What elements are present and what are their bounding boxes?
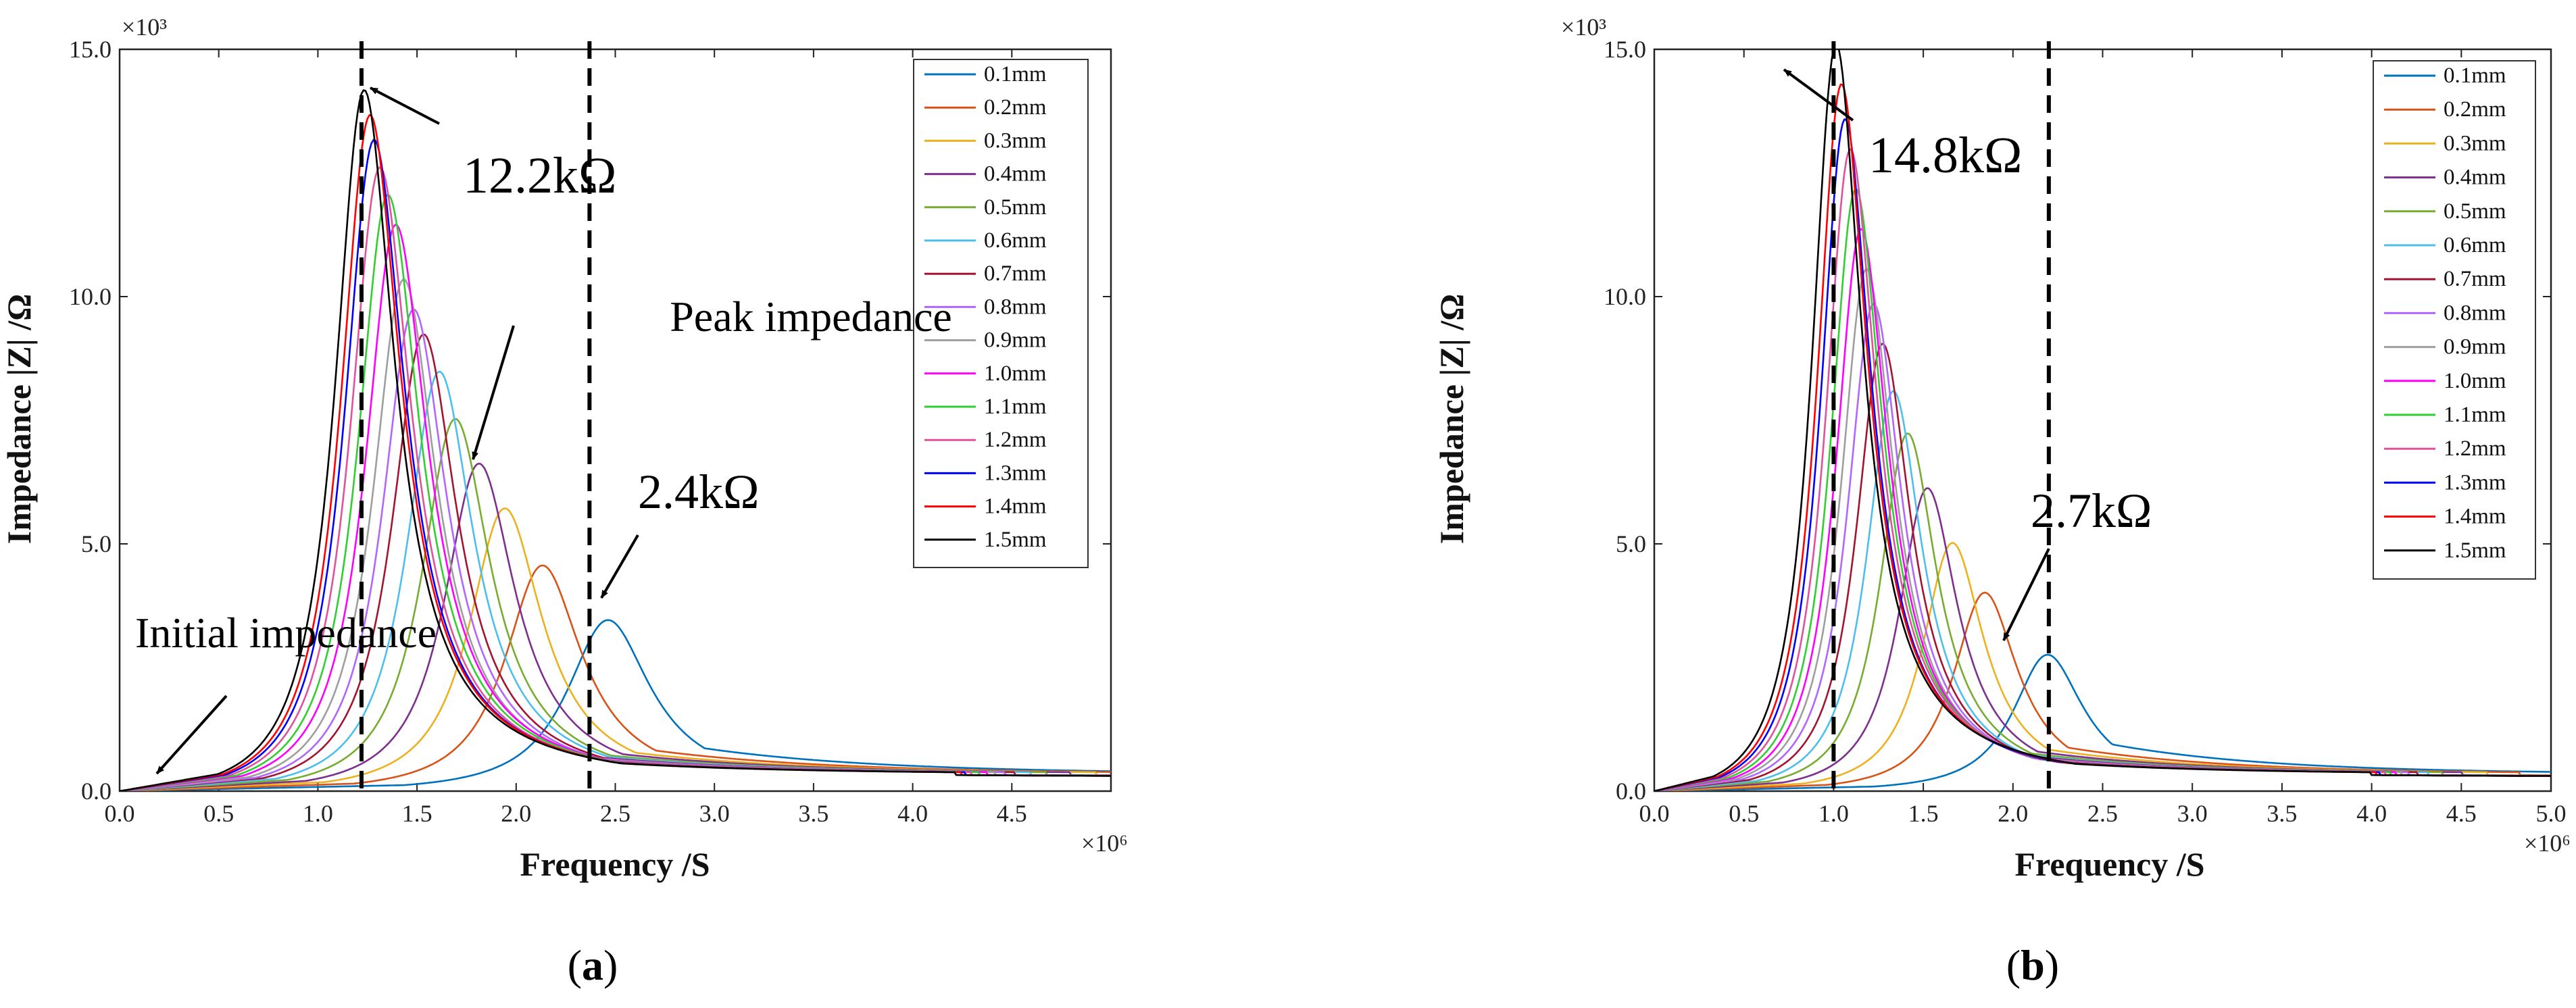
legend-label: 1.0mm — [2444, 369, 2506, 393]
x-tick-label: 4.5 — [997, 800, 1027, 827]
annotation-text: Peak impedance — [670, 293, 952, 341]
y-multiplier: ×10³ — [1561, 14, 1606, 41]
y-axis-label: Impedance |Z| /Ω — [0, 294, 38, 544]
x-axis-label: Frequency /S — [520, 845, 710, 883]
legend-label: 1.2mm — [2444, 436, 2506, 461]
legend-label: 1.5mm — [984, 528, 1047, 552]
y-multiplier: ×10³ — [122, 14, 167, 41]
legend-label: 0.9mm — [2444, 335, 2506, 359]
y-tick-label: 15.0 — [1604, 36, 1646, 63]
x-tick-label: 4.0 — [2356, 800, 2387, 827]
legend-label: 0.3mm — [984, 128, 1047, 153]
x-tick-label: 2.0 — [501, 800, 531, 827]
annotation-arrow — [155, 695, 228, 775]
series-group — [1654, 49, 2551, 791]
annotation-text: 2.4kΩ — [638, 465, 760, 519]
x-axis-label: Frequency /S — [2014, 845, 2204, 883]
panel-label: (a) — [568, 941, 618, 989]
annotation-arrow — [600, 534, 639, 599]
legend: 0.1mm 0.2mm 0.3mm 0.4mm 0.5mm 0.6mm 0.7mm 0.8mm… — [2373, 60, 2536, 580]
x-tick-label: 4.5 — [2446, 800, 2477, 827]
legend-label: 1.0mm — [984, 361, 1047, 386]
y-tick-label: 15.0 — [69, 36, 112, 63]
x-tick-label: 2.5 — [600, 800, 630, 827]
x-tick-label: 3.0 — [2177, 800, 2208, 827]
y-tick-label: 10.0 — [69, 283, 112, 310]
x-tick-label: 0.0 — [105, 800, 135, 827]
chart-panel-0: 0.0 0.5 1.0 1.5 2.0 2.5 3.0 3.5 4.0 4.5 0.0 5.0 10.0… — [0, 14, 1128, 989]
legend-label: 1.2mm — [984, 428, 1047, 452]
legend-label: 0.7mm — [2444, 267, 2506, 291]
annotation-arrow — [2002, 548, 2050, 641]
legend-label: 0.2mm — [2444, 97, 2506, 122]
annotation-text: Initial impedance — [135, 609, 437, 657]
x-tick-label: 0.5 — [203, 800, 234, 827]
legend-label: 0.6mm — [984, 228, 1047, 253]
y-tick-label: 5.0 — [1616, 530, 1646, 557]
legend-label: 0.3mm — [2444, 131, 2506, 155]
legend-label: 1.1mm — [984, 395, 1047, 419]
legend-label: 0.5mm — [984, 195, 1047, 220]
chart-panel-1: 0.0 0.5 1.0 1.5 2.0 2.5 3.0 3.5 4.0 4.5 5.0 0.0 5.0 1… — [1433, 14, 2571, 989]
legend-label: 0.2mm — [984, 95, 1047, 120]
legend-label: 0.8mm — [984, 295, 1047, 319]
x-multiplier: ×10⁶ — [1081, 830, 1128, 857]
x-tick-label: 0.0 — [1639, 800, 1670, 827]
legend-label: 0.1mm — [2444, 64, 2506, 88]
legend-label: 0.8mm — [2444, 301, 2506, 325]
y-tick-label: 0.0 — [1616, 778, 1646, 805]
annotation-arrow — [472, 325, 515, 460]
series-line-0.3mm — [1654, 542, 2551, 791]
x-tick-label: 1.5 — [402, 800, 432, 827]
x-tick-label: 2.5 — [2087, 800, 2118, 827]
legend-label: 1.4mm — [984, 495, 1047, 519]
legend-label: 0.6mm — [2444, 233, 2506, 257]
x-multiplier: ×10⁶ — [2524, 830, 2571, 857]
annotation-arrow — [1783, 68, 1854, 122]
annotation-text: 12.2kΩ — [463, 147, 616, 204]
legend-label: 1.4mm — [2444, 505, 2506, 529]
x-tick-label: 1.0 — [303, 800, 333, 827]
x-tick-label: 3.0 — [699, 800, 730, 827]
x-tick-label: 3.5 — [2267, 800, 2297, 827]
annotation-text: 14.8kΩ — [1868, 127, 2022, 184]
x-tick-label: 3.5 — [798, 800, 828, 827]
legend-label: 0.4mm — [984, 162, 1047, 186]
x-tick-label: 4.0 — [897, 800, 928, 827]
legend-label: 0.5mm — [2444, 199, 2506, 224]
y-tick-label: 0.0 — [81, 778, 112, 805]
legend-label: 1.3mm — [2444, 470, 2506, 495]
series-line-0.1mm — [1654, 653, 2551, 791]
legend-label: 1.1mm — [2444, 403, 2506, 427]
series-line-1.5mm — [120, 89, 1111, 791]
y-axis-label: Impedance |Z| /Ω — [1433, 294, 1470, 544]
legend-box — [2373, 60, 2536, 580]
panel-label: (b) — [2006, 941, 2059, 989]
series-line-1.5mm — [1654, 49, 2551, 791]
legend-label: 1.3mm — [984, 461, 1047, 485]
x-tick-label: 1.5 — [1908, 800, 1939, 827]
legend-label: 0.9mm — [984, 328, 1047, 353]
legend-label: 0.7mm — [984, 261, 1047, 286]
legend: 0.1mm 0.2mm 0.3mm 0.4mm 0.5mm 0.6mm 0.7mm 0.8mm… — [913, 59, 1089, 568]
y-tick-label: 5.0 — [81, 530, 112, 557]
legend-label: 1.5mm — [2444, 538, 2506, 563]
annotation-arrow — [370, 86, 440, 125]
y-tick-label: 10.0 — [1604, 283, 1646, 310]
annotation-text: 2.7kΩ — [2031, 484, 2152, 538]
legend-label: 0.4mm — [2444, 166, 2506, 190]
legend-label: 0.1mm — [984, 62, 1047, 86]
legend-box — [913, 59, 1089, 568]
x-tick-label: 2.0 — [1998, 800, 2028, 827]
x-tick-label: 1.0 — [1818, 800, 1849, 827]
series-group — [120, 89, 1111, 791]
x-tick-label: 0.5 — [1729, 800, 1759, 827]
series-line-0.1mm — [120, 619, 1111, 791]
x-tick-label: 5.0 — [2536, 800, 2567, 827]
